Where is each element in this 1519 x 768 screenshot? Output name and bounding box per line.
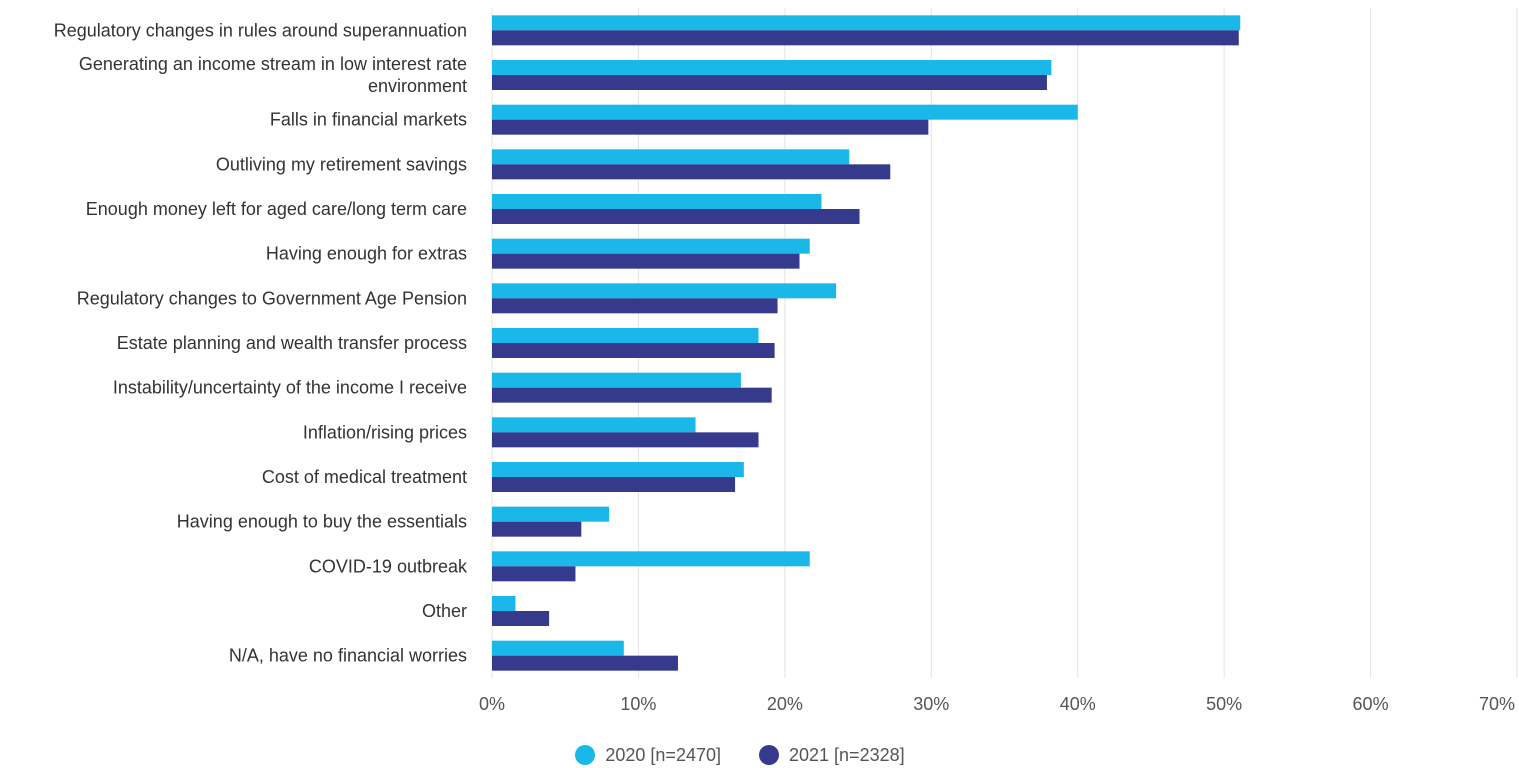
bar-2021 [492, 164, 891, 180]
bar-2021 [492, 611, 550, 626]
bar-2020 [492, 551, 810, 567]
x-tick-label: 10% [620, 694, 656, 714]
x-tick-label: 60% [1353, 694, 1389, 714]
bar-2021 [492, 75, 1047, 90]
bar-2020 [492, 15, 1241, 31]
legend-label-2020: 2020 [n=2470] [605, 744, 721, 765]
x-tick-label: 30% [913, 694, 949, 714]
category-label: Regulatory changes in rules around super… [54, 20, 467, 40]
bar-2021 [492, 343, 775, 358]
legend: 2020 [n=2470] 2021 [n=2328] [0, 742, 1480, 768]
bar-2020 [492, 596, 516, 611]
bar-2020 [492, 104, 1078, 120]
bar-2021 [492, 521, 582, 537]
category-label: Outliving my retirement savings [216, 154, 467, 174]
bar-2020 [492, 149, 850, 165]
category-label: Generating an income stream in low inter… [79, 54, 467, 96]
bar-2020 [492, 506, 610, 522]
bar-2021 [492, 477, 736, 492]
legend-label-2021: 2021 [n=2328] [789, 744, 905, 765]
category-label: Falls in financial markets [270, 110, 467, 130]
bar-2021 [492, 298, 778, 314]
bar-2020 [492, 194, 822, 209]
bar-2020 [492, 372, 741, 388]
category-label: Instability/uncertainty of the income I … [113, 378, 467, 398]
bar-chart: Regulatory changes in rules around super… [54, 8, 1518, 714]
bar-2021 [492, 30, 1239, 46]
bar-2021 [492, 209, 860, 224]
category-label: Inflation/rising prices [303, 422, 467, 442]
legend-swatch-2021 [759, 745, 779, 765]
x-tick-label: 70% [1479, 694, 1515, 714]
bar-2021 [492, 655, 678, 671]
bar-2020 [492, 60, 1052, 75]
legend-swatch-2020 [575, 745, 596, 765]
legend-item-2021: 2021 [n=2328] [759, 745, 905, 766]
legend-item-2020: 2020 [n=2470] [575, 745, 721, 766]
x-tick-label: 20% [767, 694, 803, 714]
category-label: Enough money left for aged care/long ter… [86, 199, 467, 219]
x-tick-label: 40% [1060, 694, 1096, 714]
bar-2020 [492, 283, 837, 299]
bars [492, 15, 1241, 671]
bar-2021 [492, 253, 800, 269]
bar-2021 [492, 566, 576, 582]
bar-2021 [492, 119, 929, 135]
bar-2020 [492, 238, 810, 254]
category-label: Regulatory changes to Government Age Pen… [77, 288, 467, 308]
category-label: Having enough to buy the essentials [177, 512, 467, 532]
bar-2020 [492, 640, 624, 656]
category-label: Having enough for extras [266, 244, 467, 264]
x-tick-label: 50% [1206, 694, 1242, 714]
bar-2020 [492, 462, 744, 477]
bar-2020 [492, 328, 759, 343]
bar-2021 [492, 432, 759, 448]
category-label: COVID-19 outbreak [309, 556, 468, 576]
category-labels: Regulatory changes in rules around super… [54, 20, 468, 665]
x-tick-labels: 0% 10% 20% 30% 40% 50% 60% 70% [479, 694, 1515, 714]
category-label: Estate planning and wealth transfer proc… [117, 333, 467, 353]
category-label: N/A, have no financial worries [229, 646, 467, 666]
bar-2021 [492, 387, 772, 403]
x-tick-label: 0% [479, 694, 505, 714]
category-label: Cost of medical treatment [262, 467, 467, 487]
category-label: Other [422, 601, 467, 621]
bar-2020 [492, 417, 696, 433]
